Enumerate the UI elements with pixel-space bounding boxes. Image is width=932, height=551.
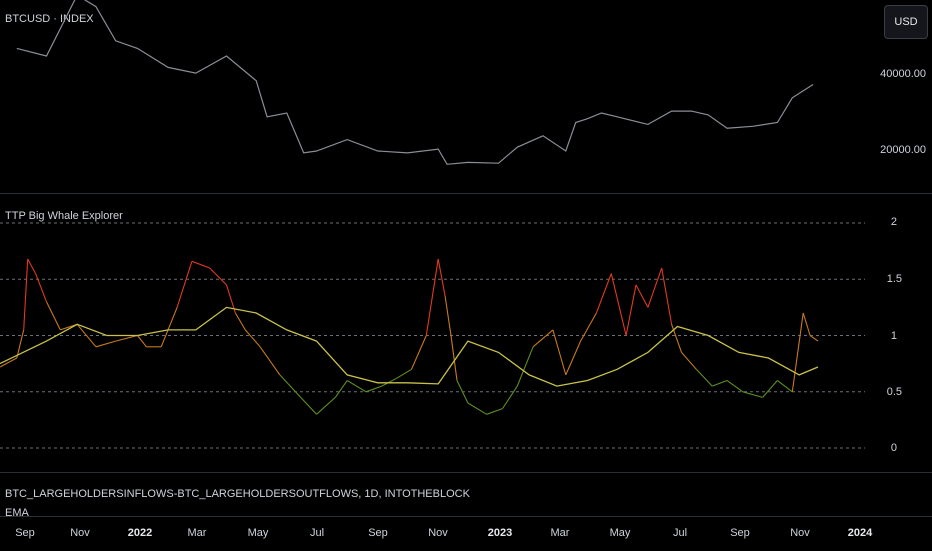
ratio-series-segment	[809, 335, 819, 342]
x-tick-may: May	[247, 527, 269, 539]
ratio-series-segment	[279, 374, 302, 398]
x-tick-nov: Nov	[790, 527, 810, 539]
ratio-series-segment	[0, 357, 18, 368]
ratio-tick-2: 2	[890, 216, 897, 228]
ratio-series-segment	[396, 368, 412, 379]
source-label: BTC_LARGEHOLDERSINFLOWS-BTC_LARGEHOLDERS…	[5, 488, 470, 500]
ratio-series-segment	[450, 335, 458, 381]
x-tick-nov: Nov	[428, 527, 448, 539]
ratio-tick-1: 1	[890, 330, 897, 342]
ratio-series-segment	[695, 368, 713, 387]
ratio-series-segment	[580, 312, 597, 342]
ratio-series-segment	[456, 380, 469, 404]
price-tick-40000: 40000.00	[880, 68, 926, 80]
ratio-series-segment	[346, 380, 367, 393]
ratio-series-segment	[244, 329, 261, 348]
ratio-series-segment	[176, 261, 193, 308]
pane-divider-bottom	[0, 472, 932, 473]
ratio-series-segment	[625, 284, 637, 336]
ratio-tick-1-5: 1.5	[886, 273, 902, 285]
ratio-series-segment	[681, 352, 697, 370]
pane-divider-top	[0, 193, 932, 194]
ratio-series-segment	[565, 340, 582, 376]
x-tick-sep: Sep	[15, 527, 35, 539]
x-tick-jul: Jul	[309, 527, 325, 539]
x-tick-2024: 2024	[847, 527, 873, 539]
ratio-series-segment	[316, 396, 336, 415]
ratio-series-segment	[23, 258, 29, 330]
x-tick-sep: Sep	[368, 527, 388, 539]
ratio-series-segment	[502, 385, 518, 409]
ratio-series-segment	[762, 380, 778, 398]
ratio-series-segment	[726, 380, 744, 393]
ratio-series-segment	[27, 258, 37, 274]
ratio-series-segment	[486, 408, 503, 415]
ratio-series-segment	[712, 379, 728, 387]
price-series-line	[16, 0, 814, 165]
x-tick-mar: Mar	[187, 527, 207, 539]
ratio-series-segment	[234, 312, 246, 331]
ratio-series-segment	[425, 258, 439, 336]
x-tick-sep: Sep	[730, 527, 750, 539]
ratio-series-segment	[300, 397, 317, 415]
currency-button[interactable]: USD	[884, 5, 928, 39]
price-tick-20000: 20000.00	[880, 144, 926, 156]
ratio-series-segment	[334, 380, 348, 398]
ratio-series-segment	[742, 391, 763, 398]
ratio-series-segment	[610, 273, 627, 336]
ratio-series-segment	[635, 284, 649, 308]
x-tick-2022: 2022	[127, 527, 153, 539]
x-tick-nov: Nov	[70, 527, 90, 539]
ratio-series-segment	[46, 301, 61, 331]
ratio-tick-0: 0	[890, 442, 897, 454]
ratio-series-segment	[95, 340, 116, 348]
ema-series-line	[0, 306, 819, 387]
ratio-series-segment	[137, 335, 147, 348]
ratio-series-segment	[410, 335, 427, 370]
ratio-series-segment	[259, 346, 281, 376]
ratio-series-segment	[661, 267, 673, 325]
chart-canvas	[0, 0, 865, 449]
ratio-series-segment	[365, 385, 382, 393]
x-tick-jul: Jul	[672, 527, 688, 539]
ratio-series-segment	[76, 323, 97, 348]
ratio-series-segment	[16, 329, 25, 359]
indicator-title: TTP Big Whale Explorer	[5, 210, 123, 222]
ratio-series-segment	[467, 402, 487, 415]
ratio-series-segment	[516, 346, 534, 387]
time-axis[interactable]: Sep Nov 2022 Mar May Jul Sep Nov 2023 Mar May Jul Se…	[0, 516, 932, 551]
symbol-label: BTCUSD · INDEX	[5, 13, 94, 25]
ratio-tick-0-5: 0.5	[886, 386, 902, 398]
ratio-series-segment	[647, 267, 663, 308]
ratio-series-segment	[160, 307, 178, 348]
ratio-series-segment	[209, 267, 227, 286]
ratio-series-segment	[791, 312, 804, 392]
ratio-series-segment	[595, 273, 612, 314]
x-tick-may: May	[609, 527, 631, 539]
x-tick-mar: Mar	[550, 527, 570, 539]
ratio-series-segment	[671, 324, 683, 353]
ratio-series-segment	[437, 258, 446, 297]
ratio-series-segment	[552, 329, 567, 376]
ratio-series-segment	[191, 260, 210, 269]
ratio-series-segment	[115, 334, 138, 342]
ratio-series-segment	[532, 329, 554, 348]
ratio-series-segment	[35, 273, 48, 302]
x-tick-2023: 2023	[487, 527, 513, 539]
ratio-series-segment	[777, 380, 793, 393]
ratio-series-segment	[444, 296, 452, 336]
ema-label: EMA	[5, 507, 29, 516]
ratio-series-segment	[802, 312, 811, 336]
